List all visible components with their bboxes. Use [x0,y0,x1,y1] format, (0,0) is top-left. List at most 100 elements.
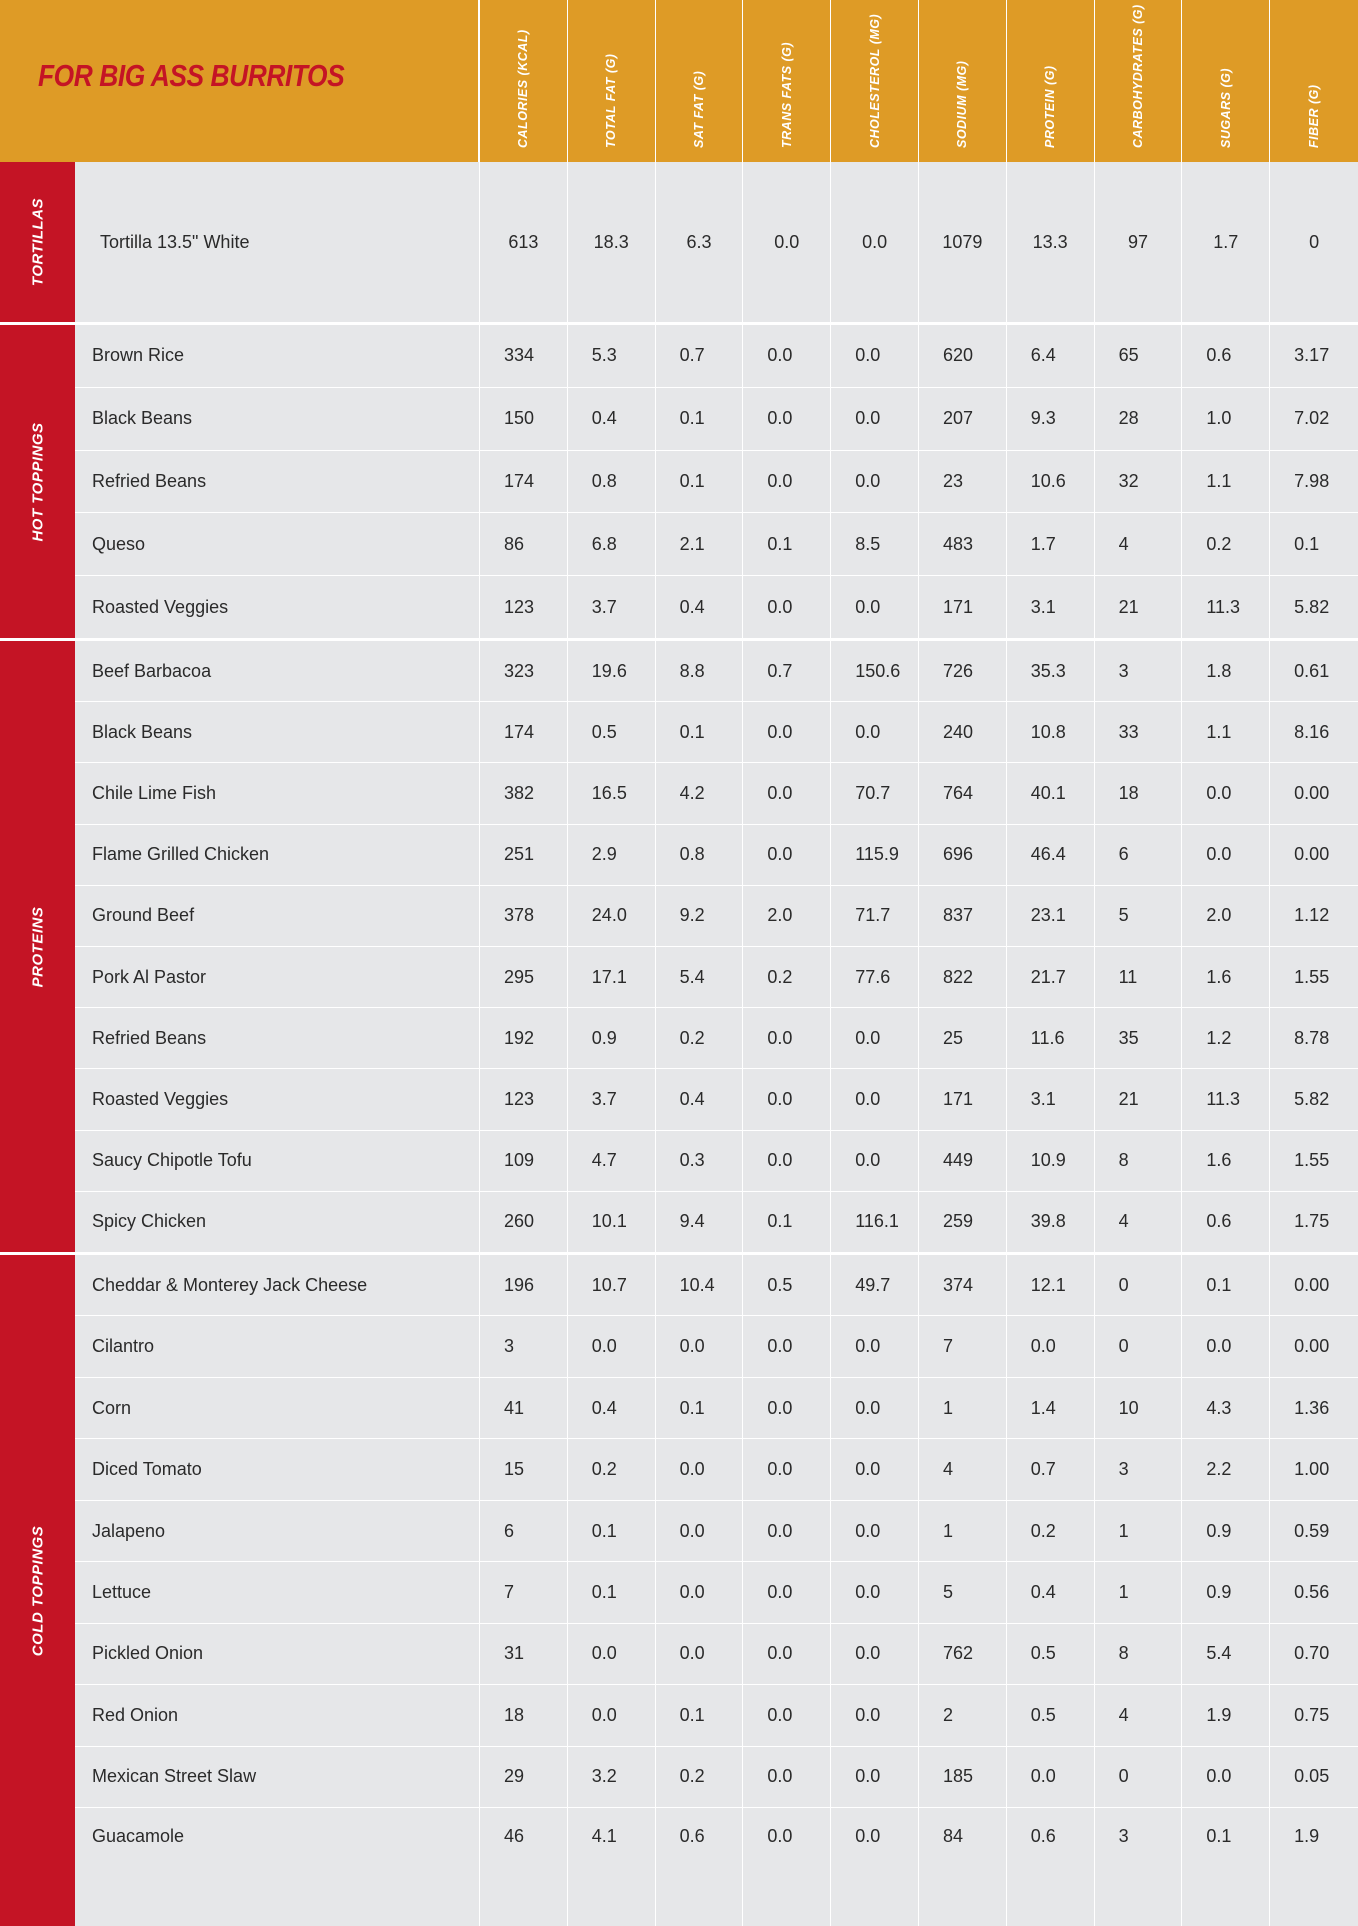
item-value: 32 [1095,450,1183,513]
item-value: 0.0 [831,702,919,763]
column-header-label: SODIUM (MG) [955,60,970,148]
item-value: 0.00 [1294,844,1330,865]
item-value: 0.2 [743,947,832,1008]
item-value: 0.1 [656,702,744,763]
section-label: PROTEINS [0,641,75,1252]
item-value: 0.0 [743,450,832,513]
item-name: Flame Grilled Chicken [75,824,480,885]
table-row: Pork Al Pastor 295 17.1 5.4 0.2 77.6 822 21.7 11… [75,946,1358,1008]
item-value: 0.0 [568,1316,656,1377]
item-value: 109 [480,1130,568,1191]
item-value: 762 [919,1623,1007,1685]
item-value: 0 [1309,231,1320,252]
item-value: 11 [1095,947,1183,1008]
item-value: 0.0 [743,824,832,885]
item-value: 11.3 [1182,1069,1271,1130]
item-value: 3 [1095,1808,1183,1926]
item-name: Pickled Onion [75,1623,480,1685]
item-value: 29 [480,1746,568,1808]
item-value: 334 [480,325,568,387]
item-value: 3.1 [1007,1069,1095,1130]
column-header-label: CARBOHYDRATES (G) [1130,4,1145,148]
item-value: 1.4 [1007,1377,1095,1439]
item-value: 17.1 [568,947,656,1008]
item-value: 1 [1095,1500,1183,1562]
table-row: Lettuce 7 0.1 0.0 0.0 0.0 5 0.4 1 0.9 0.56 [75,1561,1358,1623]
item-value: 4.1 [568,1808,656,1926]
item-value: 837 [919,885,1007,947]
item-value: 1.9 [1182,1685,1271,1746]
section-label-text: PROTEINS [29,906,46,987]
item-value: 0.8 [656,824,744,885]
item-value: 0.7 [1007,1439,1095,1500]
item-value: 0.2 [1007,1500,1095,1562]
item-value: 0.2 [656,1008,744,1069]
table-row: Cheddar & Monterey Jack Cheese 196 10.7 10.… [75,1255,1358,1316]
item-value: 97 [1095,162,1183,322]
item-value: 0.5 [743,1255,832,1316]
item-value: 4.2 [656,763,744,824]
item-value: 0.0 [656,1562,744,1623]
item-value: 0.0 [831,1746,919,1808]
item-value: 70.7 [831,763,919,824]
item-value: 0.0 [831,387,919,450]
item-value: 0.0 [1182,1746,1271,1808]
section-rows: Brown Rice 334 5.3 0.7 0.0 0.0 620 6.4 65 0.6 3.17… [75,325,1358,638]
item-value: 23 [919,450,1007,513]
item-value: 0.6 [656,1808,744,1926]
item-value: 5 [919,1562,1007,1623]
item-value: 0.59 [1294,1520,1330,1541]
item-value: 10.9 [1007,1130,1095,1191]
column-header: SODIUM (MG) [919,0,1007,162]
item-value: 382 [480,763,568,824]
column-header: SAT FAT (G) [656,0,744,162]
section-rows: Tortilla 13.5" White 613 18.3 6.3 0.0 0.0 1079… [75,162,1358,322]
column-header: CHOLESTEROL (MG) [831,0,919,162]
section-hot-toppings: HOT TOPPINGS Brown Rice 334 5.3 0.7 0.0 0.0 620… [0,322,1358,638]
item-value: 1.9 [1294,1826,1320,1847]
table-row: Brown Rice 334 5.3 0.7 0.0 0.0 620 6.4 65 0.6 3.17 [75,325,1358,387]
item-value: 2.0 [1182,885,1271,947]
item-value: 150.6 [831,641,919,702]
item-value: 0.9 [568,1008,656,1069]
item-value: 9.4 [656,1191,744,1253]
item-value: 251 [480,824,568,885]
item-value: 0.0 [831,1008,919,1069]
item-value: 46.4 [1007,824,1095,885]
item-value: 0.61 [1294,660,1330,681]
item-value: 0.1 [656,1685,744,1746]
item-value: 4 [1095,1685,1183,1746]
item-value: 0.0 [743,702,832,763]
title-cell: FOR BIG ASS BURRITOS [0,0,480,162]
item-value: 726 [919,641,1007,702]
item-value: 174 [480,702,568,763]
item-name: Tortilla 13.5" White [75,162,480,322]
item-value: 1.8 [1182,641,1271,702]
item-value: 7 [919,1316,1007,1377]
item-value: 28 [1095,387,1183,450]
item-value: 0.0 [568,1685,656,1746]
item-value: 260 [480,1191,568,1253]
item-value: 10.6 [1007,450,1095,513]
item-value: 0 [1095,1746,1183,1808]
item-value: 6.3 [656,162,744,322]
item-name: Beef Barbacoa [75,641,480,702]
item-value: 0.0 [743,1500,832,1562]
item-value: 10.8 [1007,702,1095,763]
item-value: 4 [919,1439,1007,1500]
item-value: 1.75 [1294,1211,1330,1232]
item-value: 0.0 [831,576,919,638]
item-value: 5.82 [1294,596,1330,617]
item-value: 46 [480,1808,568,1926]
item-value: 9.3 [1007,387,1095,450]
column-header-label: SUGARS (G) [1218,68,1233,148]
item-value: 0.4 [568,1377,656,1439]
item-value: 764 [919,763,1007,824]
item-value: 1.7 [1182,162,1271,322]
column-header-label: CALORIES (KCAL) [516,29,531,148]
section-proteins: PROTEINS Beef Barbacoa 323 19.6 8.8 0.7 150.6 7… [0,638,1358,1253]
item-value: 0.00 [1294,1336,1330,1357]
table-row: Cilantro 3 0.0 0.0 0.0 0.0 7 0.0 0 0.0 0.00 [75,1315,1358,1377]
item-value: 0.0 [1182,1316,1271,1377]
item-value: 0.8 [568,450,656,513]
